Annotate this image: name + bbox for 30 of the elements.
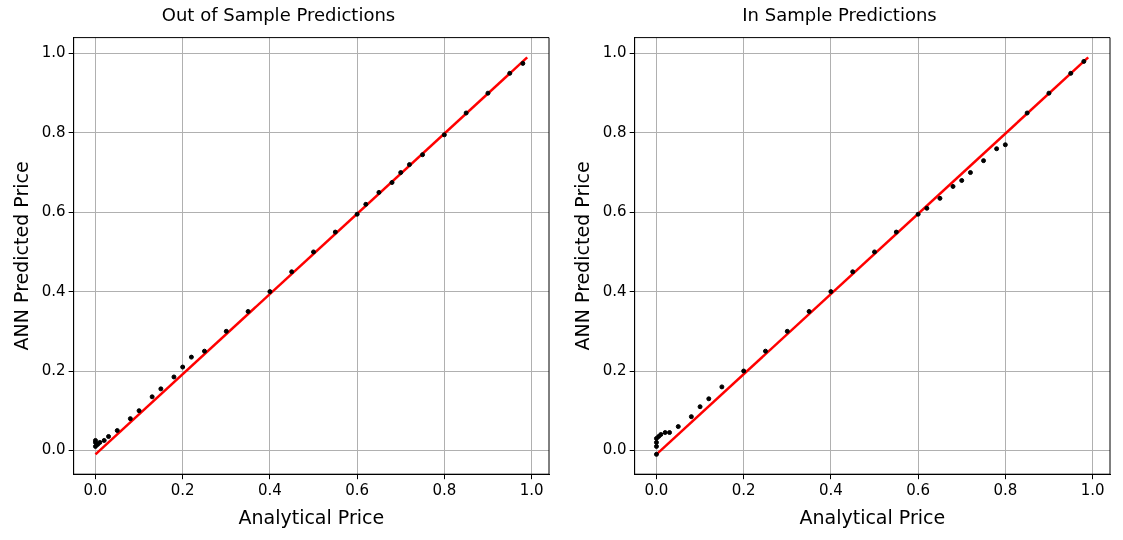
x-tick-label: 0.6 — [345, 481, 370, 500]
y-tick-label: 0.8 — [41, 122, 66, 141]
y-tick-label: 0.6 — [602, 202, 627, 221]
y-tick-label: 1.0 — [41, 43, 66, 62]
x-tick-label: 0.0 — [83, 481, 108, 500]
y-tick-label: 1.0 — [602, 43, 627, 62]
x-axis-title: Analytical Price — [238, 505, 385, 528]
y-tick-label: 0.2 — [602, 360, 627, 379]
chart-title: Out of Sample Predictions — [161, 4, 396, 26]
x-tick-label: 0.6 — [906, 481, 931, 500]
y-tick-label: 0.0 — [41, 440, 66, 459]
x-tick-label: 1.0 — [519, 481, 544, 500]
x-tick-label: 0.2 — [731, 481, 756, 500]
y-tick-label: 0.6 — [41, 202, 66, 221]
x-tick-label: 1.0 — [1080, 481, 1105, 500]
y-tick-label: 0.4 — [602, 281, 627, 300]
y-tick-label: 0.4 — [41, 281, 66, 300]
y-tick-label: 0.8 — [602, 122, 627, 141]
x-tick-label: 0.8 — [432, 481, 457, 500]
x-tick-label: 0.4 — [257, 481, 282, 500]
chart-title: In Sample Predictions — [742, 4, 937, 26]
x-tick-label: 0.4 — [818, 481, 843, 500]
x-axis-title: Analytical Price — [799, 505, 946, 528]
y-axis-title: ANN Predicted Price — [10, 161, 33, 351]
x-tick-label: 0.0 — [644, 481, 669, 500]
x-tick-label: 0.2 — [170, 481, 195, 500]
y-tick-label: 0.0 — [602, 440, 627, 459]
y-axis-title: ANN Predicted Price — [571, 161, 594, 351]
x-tick-label: 0.8 — [993, 481, 1018, 500]
y-tick-label: 0.2 — [41, 360, 66, 379]
